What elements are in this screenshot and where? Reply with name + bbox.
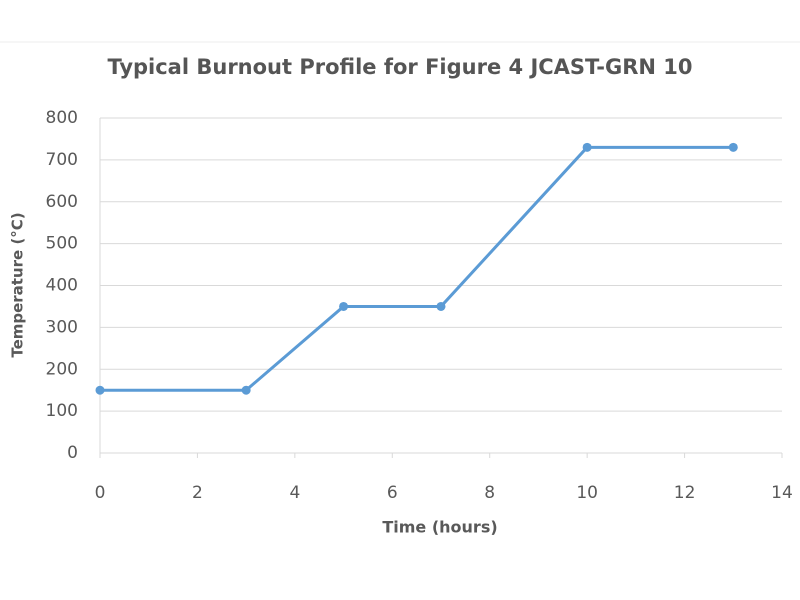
data-point <box>728 142 738 152</box>
x-tick-label: 4 <box>289 483 300 503</box>
data-point <box>582 142 592 152</box>
x-tick-label: 8 <box>484 483 495 503</box>
y-tick-label: 300 <box>46 317 78 337</box>
data-line <box>100 145 734 392</box>
y-axis-label: Temperature (°C) <box>9 212 27 357</box>
data-point <box>95 385 105 395</box>
y-tick-label: 400 <box>46 276 78 296</box>
y-tick-label: 100 <box>46 401 78 421</box>
data-point <box>436 301 446 311</box>
y-tick-label: 800 <box>46 108 78 128</box>
data-point <box>241 385 251 395</box>
x-tick-label: 10 <box>576 483 598 503</box>
chart-title: Typical Burnout Profile for Figure 4 JCA… <box>107 55 692 79</box>
x-tick-label: 14 <box>771 483 793 503</box>
y-tick-label: 700 <box>46 150 78 170</box>
x-tick-label: 12 <box>674 483 696 503</box>
data-point <box>339 301 349 311</box>
y-tick-label: 600 <box>46 192 78 212</box>
y-tick-label: 0 <box>67 443 78 463</box>
y-tick-label: 500 <box>46 234 78 254</box>
x-axis-label: Time (hours) <box>382 518 497 537</box>
x-tick-label: 0 <box>95 483 106 503</box>
x-tick-label: 6 <box>387 483 398 503</box>
x-tick-label: 2 <box>192 483 203 503</box>
y-tick-label: 200 <box>46 359 78 379</box>
